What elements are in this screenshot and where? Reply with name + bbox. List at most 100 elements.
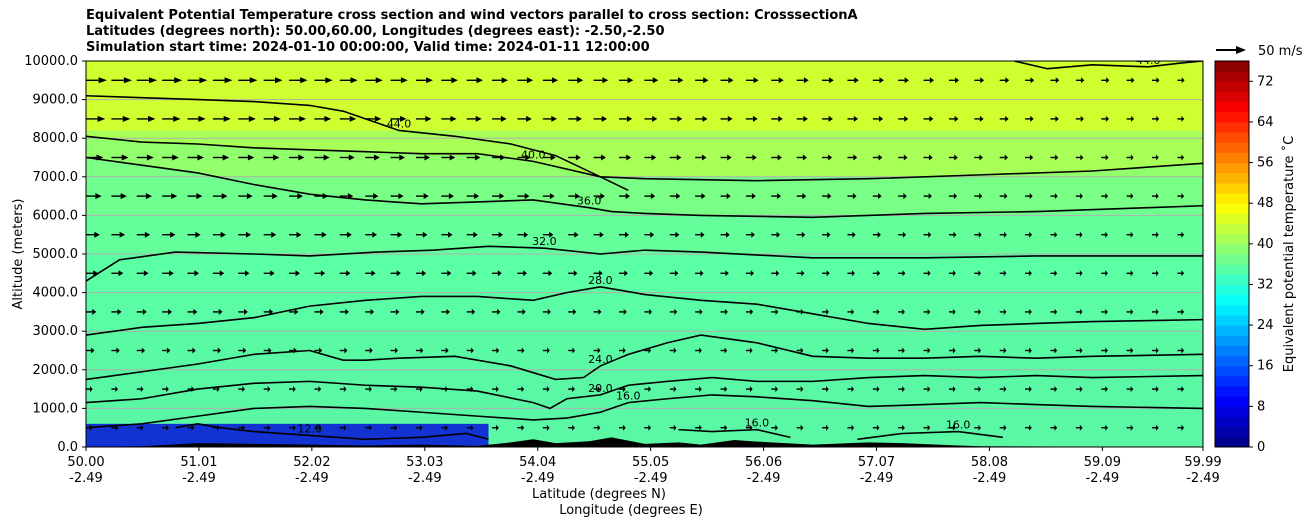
wind-vector-head (243, 347, 247, 354)
colorbar-segment (1215, 172, 1249, 184)
wind-vector-head (1079, 308, 1083, 315)
wind-vector-head (1004, 154, 1009, 161)
wind-vector-head (599, 231, 604, 238)
wind-vector-head (526, 115, 532, 122)
wind-vector-head (526, 77, 534, 84)
wind-vector-head (1054, 386, 1058, 393)
wind-vector-head (879, 115, 884, 122)
colorbar-segment (1215, 345, 1249, 357)
wind-vector-head (1130, 308, 1134, 315)
wind-vector-head (978, 308, 982, 315)
wind-vector-head (373, 193, 379, 200)
wind-vector-head (271, 231, 277, 238)
wind-vector-head (320, 270, 326, 277)
colorbar-segment (1215, 213, 1249, 225)
wind-vector-head (521, 347, 525, 354)
wind-vector-head (979, 115, 984, 122)
wind-vector-head (854, 77, 859, 84)
wind-vector-head (116, 347, 120, 354)
wind-vector-head (1156, 115, 1160, 122)
wind-vector-head (400, 115, 407, 122)
x-tick-label-lat: 57.07 (858, 455, 895, 470)
wind-vector-head (802, 193, 807, 200)
wind-vector-head (244, 270, 250, 277)
wind-vector-head (369, 386, 372, 393)
wind-vector-head (274, 77, 283, 84)
wind-vector-head (1105, 424, 1108, 431)
wind-vector-head (350, 77, 358, 84)
wind-vector-head (652, 115, 658, 122)
wind-vector-head (220, 231, 226, 238)
x-tick-label-lat: 56.06 (745, 455, 782, 470)
colorbar-tick-label: 8 (1257, 399, 1265, 414)
colorbar-segment (1215, 233, 1249, 245)
colorbar-segment (1215, 274, 1249, 285)
wind-vector-head (1105, 231, 1108, 238)
wind-vector-head (546, 424, 550, 431)
wind-vector-head (778, 77, 784, 84)
wind-vector-head (927, 386, 931, 393)
x-tick-label-lon: -2.49 (1186, 471, 1220, 486)
wind-vector-head (145, 193, 153, 200)
wind-vector-head (323, 154, 330, 161)
wind-vector-head (347, 231, 352, 238)
wind-vector-head (120, 193, 127, 200)
wind-vector-head (246, 193, 253, 200)
wind-vector-head (954, 154, 958, 161)
wind-vector-head (1181, 193, 1185, 200)
wind-vector-head (572, 424, 575, 431)
wind-vector-head (1030, 77, 1035, 84)
wind-vector-head (121, 154, 129, 161)
wind-vector-head (199, 77, 208, 84)
terrain (86, 437, 1203, 447)
wind-vector-head (144, 231, 151, 238)
wind-vector-head (319, 347, 323, 354)
wind-vector-head (750, 308, 754, 315)
wind-vector-head (372, 231, 378, 238)
wind-vector-head (1156, 308, 1159, 315)
wind-vector-head (374, 115, 382, 122)
wind-vector-head (1079, 231, 1083, 238)
wind-vector-head (497, 270, 502, 277)
wind-vector-head (319, 308, 324, 315)
x-axis-label-latitude: Latitude (degrees N) (532, 487, 666, 502)
y-tick-label: 7000.0 (33, 170, 79, 185)
wind-vector-head (674, 270, 679, 277)
wind-vector-head (170, 231, 176, 238)
wind-vector-head (1055, 77, 1060, 84)
wind-vector-head (1054, 270, 1058, 277)
colorbar-segment (1215, 304, 1249, 316)
wind-vector-head (827, 231, 831, 238)
wind-vector-head (521, 424, 525, 431)
wind-vector-head (498, 231, 504, 238)
wind-vector-head (268, 347, 272, 354)
wind-vector-head (877, 270, 881, 277)
wind-vector-head (447, 270, 452, 277)
wind-vector-head (167, 347, 171, 354)
wind-vector-head (1105, 154, 1109, 161)
wind-vector-head (1130, 193, 1134, 200)
wind-vector-head (1131, 77, 1135, 84)
y-tick-label: 8000.0 (33, 131, 79, 146)
wind-vector-head (778, 115, 783, 122)
wind-vector-head (496, 386, 499, 393)
wind-vector-head (219, 270, 225, 277)
wind-vector-head (952, 308, 956, 315)
wind-vector-head (118, 270, 124, 277)
wind-vector-head (196, 193, 203, 200)
wind-vector-head (726, 231, 730, 238)
wind-vector-head (1130, 347, 1134, 354)
contour-label: 24.0 (588, 353, 613, 366)
wind-vector-head (369, 347, 373, 354)
wind-vector-head (1054, 308, 1058, 315)
colorbar-tick-label: 56 (1257, 156, 1274, 171)
contour-line (86, 394, 1203, 429)
wind-vector-head (903, 193, 907, 200)
wind-vector-head (776, 270, 780, 277)
wind-vector-head (1181, 154, 1185, 161)
wind-vector-head (903, 154, 908, 161)
wind-vector-head (472, 270, 477, 277)
wind-vector-head (1156, 386, 1159, 393)
wind-vector-head (801, 231, 806, 238)
wind-vector-head (1003, 347, 1007, 354)
